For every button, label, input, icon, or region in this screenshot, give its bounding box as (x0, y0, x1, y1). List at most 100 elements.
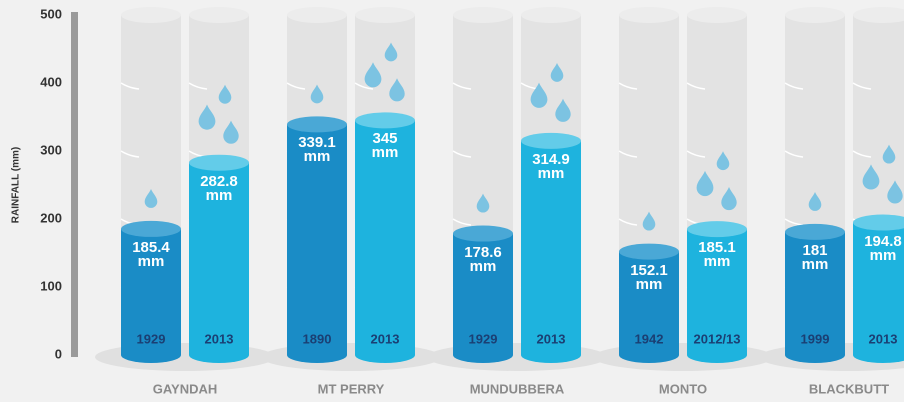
drop-icon (530, 82, 548, 108)
bar-top (355, 112, 415, 129)
tick-mark (354, 82, 374, 90)
bar (687, 229, 747, 355)
drop-icon (721, 187, 737, 211)
bar-top (121, 220, 181, 237)
value-label: 185.1 mm (698, 239, 736, 271)
y-tick-label: 0 (55, 346, 62, 361)
bar (853, 222, 904, 355)
tick-mark (784, 82, 804, 90)
bar-year: 1929 (137, 331, 166, 346)
bar (619, 251, 679, 355)
drop-icon (310, 84, 324, 104)
bar-top (619, 243, 679, 260)
value-label: 282.8 mm (200, 172, 238, 204)
tick-mark (784, 218, 804, 226)
bar (121, 228, 181, 355)
bar (355, 120, 415, 356)
bar-year: 1999 (801, 331, 830, 346)
drop-icon (887, 180, 903, 204)
drop-icon (696, 170, 714, 197)
x-tick-label: MT PERRY (318, 381, 385, 396)
bar-top (287, 116, 347, 133)
tick-mark (686, 82, 706, 90)
tick-mark (784, 150, 804, 158)
drop-icon (716, 151, 730, 171)
drop-icon (862, 164, 880, 190)
bar (521, 140, 581, 355)
value-label: 314.9 mm (532, 150, 570, 182)
cylinder-rim (287, 7, 347, 23)
bar-top (785, 223, 845, 240)
cylinder-rim (355, 7, 415, 23)
bar-year: 1890 (303, 331, 332, 346)
cylinder-rim (121, 7, 181, 23)
cylinder-rim (619, 7, 679, 23)
bar (785, 231, 845, 355)
y-axis (71, 12, 78, 357)
cylinder-rim (785, 7, 845, 23)
tick-mark (686, 150, 706, 158)
drop-icon (808, 192, 822, 211)
bar (453, 233, 513, 355)
drop-icon (555, 98, 571, 122)
drop-icon (384, 42, 398, 62)
y-tick-label: 400 (40, 74, 62, 89)
x-tick-label: GAYNDAH (153, 381, 218, 396)
bar (287, 124, 347, 355)
bar-year: 2013 (537, 331, 566, 346)
tick-mark (286, 82, 306, 90)
bar-year: 1929 (469, 331, 498, 346)
cylinder-rim (453, 7, 513, 23)
x-tick-label: BLACKBUTT (809, 381, 889, 396)
drop-icon (642, 211, 656, 231)
tick-mark (452, 150, 472, 158)
value-label: 345 mm (371, 130, 399, 162)
value-label: 152.1 mm (630, 261, 668, 293)
tick-mark (452, 82, 472, 90)
drop-icon (198, 104, 216, 130)
y-tick-label: 500 (40, 6, 62, 21)
bar-year: 2012/13 (694, 331, 741, 346)
bar (189, 162, 249, 355)
value-label: 185.4 mm (132, 238, 170, 270)
bar-top (687, 221, 747, 238)
cylinder-rim (521, 7, 581, 23)
drop-icon (223, 120, 239, 144)
tick-mark (120, 82, 140, 90)
drop-icon (550, 62, 564, 82)
cylinder-rim (189, 7, 249, 23)
tick-mark (852, 150, 872, 158)
drop-icon (218, 84, 232, 104)
bar-year: 2013 (371, 331, 400, 346)
tick-mark (120, 150, 140, 158)
value-label: 339.1 mm (298, 134, 336, 166)
y-tick-label: 300 (40, 142, 62, 157)
x-tick-label: MONTO (659, 381, 707, 396)
drop-icon (476, 193, 490, 213)
value-label: 181 mm (801, 241, 829, 273)
tick-mark (188, 82, 208, 90)
bar-top (853, 214, 904, 231)
tick-mark (852, 82, 872, 90)
bar-year: 2013 (869, 331, 898, 346)
bar-top (521, 132, 581, 149)
tick-mark (452, 218, 472, 226)
value-label: 178.6 mm (464, 243, 502, 275)
y-axis-label: RAINFALL (mm) (11, 147, 22, 223)
y-tick-label: 100 (40, 278, 62, 293)
tick-mark (618, 82, 638, 90)
y-tick-label: 200 (40, 210, 62, 225)
tick-mark (618, 150, 638, 158)
bar-year: 1942 (635, 331, 664, 346)
bar-top (453, 225, 513, 242)
bar-year: 2013 (205, 331, 234, 346)
drop-icon (144, 189, 158, 208)
cylinder-rim (687, 7, 747, 23)
bar-top (189, 154, 249, 171)
x-tick-label: MUNDUBBERA (470, 381, 565, 396)
drop-icon (389, 78, 405, 102)
drop-icon (364, 62, 382, 88)
drop-icon (882, 144, 896, 164)
value-label: 194.8 mm (864, 232, 902, 264)
